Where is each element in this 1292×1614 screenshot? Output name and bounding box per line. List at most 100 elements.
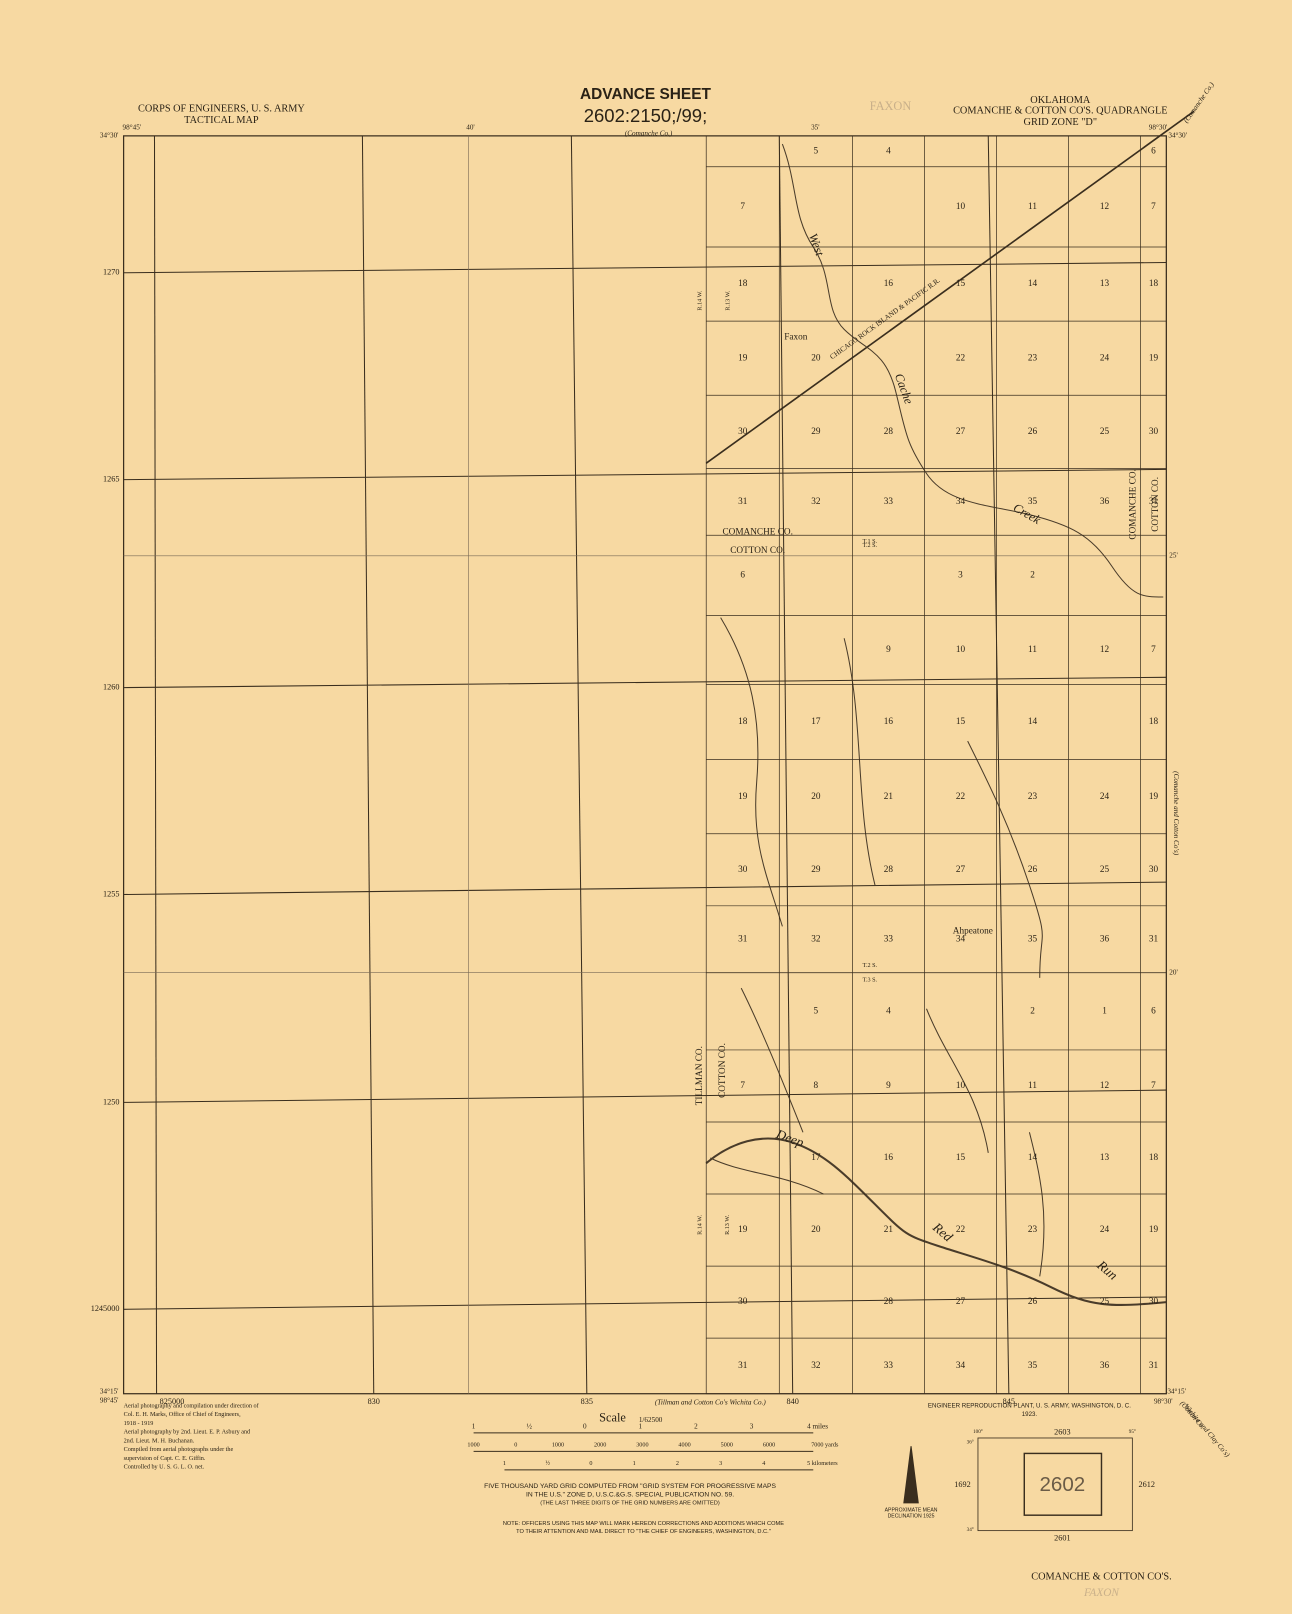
range: R.14 W. xyxy=(697,1214,703,1234)
section-number: 24 xyxy=(1100,792,1110,802)
town: Ahpeatone xyxy=(953,927,993,937)
county: TILLMAN CO. xyxy=(695,1046,705,1105)
credit-line: Aerial photography by 2nd. Lieut. E. P. … xyxy=(124,1430,251,1436)
frame xyxy=(122,110,1195,1532)
section-number: 27 xyxy=(956,1297,966,1307)
scale-tick-label: 1 xyxy=(639,1422,643,1430)
latitude: 25' xyxy=(1169,551,1177,559)
section-number: 17 xyxy=(811,1153,821,1163)
section-number: 11 xyxy=(1028,202,1037,212)
section-number: 7 xyxy=(1151,202,1156,212)
section-number: 9 xyxy=(886,645,891,655)
scale-tick-label: 1000 xyxy=(552,1443,564,1449)
scale-tick-label: 1 xyxy=(503,1461,506,1467)
stream xyxy=(967,740,1043,978)
scale-tick-label: 2 xyxy=(694,1422,698,1430)
section-number: 20 xyxy=(811,353,821,363)
section-number: 34 xyxy=(956,1361,966,1371)
town: Faxon xyxy=(784,333,808,343)
credit-line: 2nd. Lieut. M. H. Buchanan. xyxy=(124,1438,195,1444)
grid-label: 1270 xyxy=(103,268,119,277)
section-number: 22 xyxy=(956,792,966,802)
section-number: 7 xyxy=(1151,645,1156,655)
scale-tick-label: 0 xyxy=(583,1422,587,1430)
credit-line: Controlled by U. S. G. L. O. net. xyxy=(124,1465,205,1471)
streams xyxy=(705,143,1167,1306)
section-number: 33 xyxy=(884,1361,894,1371)
section-number: 35 xyxy=(1028,934,1038,944)
index-frame xyxy=(977,1437,1133,1532)
section-number: 36 xyxy=(1100,934,1110,944)
section-number: 31 xyxy=(738,934,748,944)
credit-line: supervision of Capt. C. E. Giffin. xyxy=(124,1455,206,1462)
county: COMANCHE CO. xyxy=(1129,469,1139,539)
section-number: 5 xyxy=(814,1006,819,1016)
grid-line xyxy=(123,468,1167,481)
section-number: 6 xyxy=(1151,146,1156,156)
section-number: 30 xyxy=(738,865,748,875)
section-number: 36 xyxy=(1100,1361,1110,1371)
county: COTTON CO. xyxy=(1151,477,1161,532)
sheet-title: ADVANCE SHEET xyxy=(580,86,712,103)
scale-tick-label: 4 miles xyxy=(807,1422,828,1430)
section-number: 32 xyxy=(811,1361,821,1371)
state: OKLAHOMA xyxy=(1030,95,1091,106)
latitude: 34°30' xyxy=(100,132,119,140)
printer-line: 1923. xyxy=(1022,1411,1038,1418)
section-number: 17 xyxy=(811,717,821,727)
latitude: 34°30' xyxy=(1168,132,1187,140)
section-number: 13 xyxy=(1100,1153,1110,1163)
section-number: 6 xyxy=(740,571,745,581)
sheet-number: 2602:2150;/99; xyxy=(584,105,708,126)
declination: DECLINATION 1925 xyxy=(888,1514,935,1520)
grid-line xyxy=(123,881,1167,896)
grid-line xyxy=(361,135,375,1394)
grid-line xyxy=(153,135,158,1394)
section-number: 9 xyxy=(886,1081,891,1091)
section-number: 2 xyxy=(1030,1006,1035,1016)
section-number: 1 xyxy=(1102,1006,1107,1016)
grid-line xyxy=(123,676,1167,689)
index-degree: 100° xyxy=(973,1428,983,1435)
grid-note: FIVE THOUSAND YARD GRID COMPUTED FROM "G… xyxy=(484,1483,776,1490)
section-number: 4 xyxy=(886,146,891,156)
scale-tick-label: 5 kilometers xyxy=(807,1461,838,1467)
section-number: 18 xyxy=(1149,717,1159,727)
deep-red-run xyxy=(705,1137,1167,1306)
section-number: 24 xyxy=(1100,1225,1110,1235)
scale-tick-label: 4000 xyxy=(678,1443,690,1449)
section-number: 28 xyxy=(884,865,894,875)
section-number: 19 xyxy=(1149,353,1159,363)
scale-tick-label: 1000 xyxy=(467,1443,479,1449)
section-number: 35 xyxy=(1028,497,1038,507)
longitude: 98°30' xyxy=(1154,1398,1173,1406)
longitude: 98°45' xyxy=(123,123,142,131)
section-number: 8 xyxy=(814,1081,819,1091)
section-number: 23 xyxy=(1028,1225,1038,1235)
section-number: 25 xyxy=(1100,865,1110,875)
section-number: 15 xyxy=(956,717,966,727)
grid-label: 1245000 xyxy=(91,1304,120,1313)
index-label: 2602 xyxy=(1039,1473,1085,1496)
grid-note: (THE LAST THREE DIGITS OF THE GRID NUMBE… xyxy=(540,1500,720,1506)
section-grid xyxy=(705,135,1167,1395)
index-label: 2603 xyxy=(1054,1428,1070,1437)
stream xyxy=(720,617,783,927)
section-number: 6 xyxy=(1151,1006,1156,1016)
section-number: 31 xyxy=(738,1361,748,1371)
section-number: 34 xyxy=(956,497,966,507)
county-note: (Comanche Co.) xyxy=(625,129,673,137)
section-number: 18 xyxy=(1149,1153,1159,1163)
section-number: 29 xyxy=(811,865,821,875)
section-number: 13 xyxy=(1100,279,1110,289)
section-number: 21 xyxy=(884,792,894,802)
range: R.13 W. xyxy=(725,1214,731,1234)
index-degree: 36° xyxy=(967,1438,974,1445)
grid-line xyxy=(570,135,588,1394)
section-number: 12 xyxy=(1100,202,1110,212)
section-number: 32 xyxy=(811,497,821,507)
section-number: 3 xyxy=(958,571,963,581)
agency: CORPS OF ENGINEERS, U. S. ARMY xyxy=(138,103,305,114)
section-number: 20 xyxy=(811,1225,821,1235)
latitude: 34°15' xyxy=(1167,1387,1186,1395)
